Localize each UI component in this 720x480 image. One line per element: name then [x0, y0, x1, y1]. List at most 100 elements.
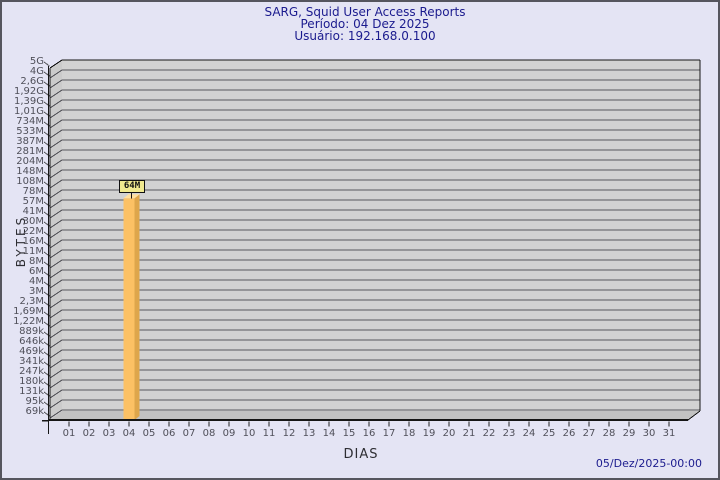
y-tick-label: 1,39G [13, 96, 44, 107]
wall-gridline [49, 99, 63, 109]
wall-gridline [49, 89, 63, 99]
wall-gridline [49, 229, 63, 239]
wall-gridline [49, 379, 63, 389]
report-user: Usuário: 192.168.0.100 [294, 29, 436, 43]
wall-gridline [49, 159, 63, 169]
floor-right-edge [687, 410, 701, 421]
wall-gridline [49, 369, 63, 379]
wall-gridline [49, 389, 63, 399]
y-tick-label: 41M [22, 206, 44, 217]
wall-gridline [49, 139, 63, 149]
x-tick-label: 09 [222, 428, 236, 439]
chart-floor [50, 411, 700, 420]
x-tick-label: 16 [362, 428, 376, 439]
y-tick-label: 469k [19, 346, 44, 357]
x-tick-label: 01 [62, 428, 76, 439]
y-tick-label: 646k [19, 336, 44, 347]
bar-day-04-side [134, 194, 140, 420]
x-tick-label: 07 [182, 428, 196, 439]
y-tick-label: 108M [16, 176, 44, 187]
y-tick-mark [43, 61, 50, 67]
report-header: SARG, Squid User Access Reports Período:… [165, 6, 565, 42]
x-tick-label: 31 [662, 428, 676, 439]
x-tick-label: 02 [82, 428, 96, 439]
x-tick-label: 17 [382, 428, 396, 439]
y-tick-label: 387M [16, 136, 44, 147]
x-tick-label: 06 [162, 428, 176, 439]
wall-gridline [49, 359, 63, 369]
wall-gridline [49, 309, 63, 319]
x-tick-label: 23 [502, 428, 516, 439]
y-tick-label: 4M [29, 276, 44, 287]
wall-gridline [49, 179, 63, 189]
x-tick-label: 18 [402, 428, 416, 439]
y-tick-label: 204M [16, 156, 44, 167]
y-tick-label: 11M [22, 246, 44, 257]
wall-gridline [49, 239, 63, 249]
wall-gridline [49, 169, 63, 179]
y-tick-label: 16M [22, 236, 44, 247]
x-axis-title: DIAS [343, 447, 379, 462]
y-tick-label: 148M [16, 166, 44, 177]
y-tick-label: 78M [22, 186, 44, 197]
wall-gridline [49, 319, 63, 329]
wall-gridline [49, 219, 63, 229]
y-tick-label: 2,3M [19, 296, 44, 307]
x-tick-label: 08 [202, 428, 216, 439]
x-tick-label: 03 [102, 428, 116, 439]
wall-gridline [49, 109, 63, 119]
wall-gridline [49, 119, 63, 129]
x-tick-label: 04 [122, 428, 136, 439]
wall-gridline [49, 279, 63, 289]
x-tick-label: 28 [602, 428, 616, 439]
x-tick-label: 10 [242, 428, 256, 439]
x-tick-label: 25 [542, 428, 556, 439]
wall-gridline [49, 339, 63, 349]
x-tick-label: 24 [522, 428, 536, 439]
y-tick-label: 69k [25, 406, 44, 417]
x-tick-label: 29 [622, 428, 636, 439]
x-tick-label: 20 [442, 428, 456, 439]
y-tick-label: 341k [19, 356, 44, 367]
bar-value-label: 64M [119, 180, 145, 193]
y-tick-label: 5G [29, 56, 44, 67]
wall-gridline [49, 69, 63, 79]
wall-gridline [49, 399, 63, 409]
x-tick-label: 15 [342, 428, 356, 439]
y-tick-label: 734M [16, 116, 44, 127]
chart-plot-area [62, 60, 700, 411]
y-tick-label: 131k [19, 386, 44, 397]
x-tick-label: 19 [422, 428, 436, 439]
generation-timestamp: 05/Dez/2025-00:00 [595, 457, 702, 470]
wall-gridline [49, 199, 63, 209]
x-tick-label: 12 [282, 428, 296, 439]
wall-gridline [49, 349, 63, 359]
x-tick-label: 21 [462, 428, 476, 439]
wall-gridline [49, 259, 63, 269]
wall-gridline [49, 189, 63, 199]
wall-gridline [49, 299, 63, 309]
y-tick-label: 22M [22, 226, 44, 237]
x-tick-label: 14 [322, 428, 336, 439]
y-tick-label: 889k [19, 326, 44, 337]
wall-gridline [49, 209, 63, 219]
y-tick-label: 281M [16, 146, 44, 157]
bar-day-04-front [123, 198, 135, 421]
y-tick-label: 180k [19, 376, 44, 387]
x-tick-label: 27 [582, 428, 596, 439]
wall-gridline [49, 289, 63, 299]
x-tick-label: 13 [302, 428, 316, 439]
x-tick-label: 22 [482, 428, 496, 439]
wall-top-edge [49, 59, 63, 69]
x-tick-label: 11 [262, 428, 276, 439]
wall-gridline [49, 269, 63, 279]
wall-gridline [49, 409, 63, 419]
y-tick-label: 1,69M [13, 306, 44, 317]
wall-gridline [49, 329, 63, 339]
y-tick-label: 6M [29, 266, 44, 277]
report-period: Período: 04 Dez 2025 [300, 17, 430, 31]
y-tick-label: 8M [29, 256, 44, 267]
y-tick-label: 1,92G [13, 86, 44, 97]
x-tick-label: 30 [642, 428, 656, 439]
